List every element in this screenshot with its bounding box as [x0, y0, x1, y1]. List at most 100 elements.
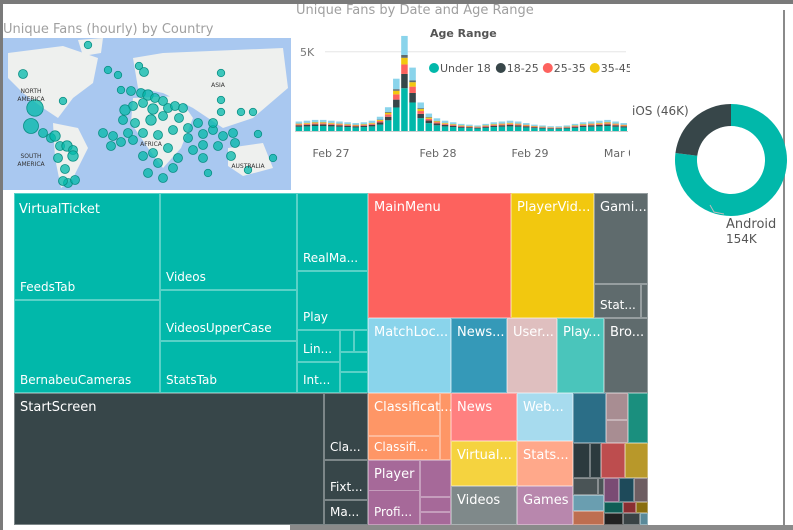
- treemap-cell[interactable]: [573, 511, 604, 525]
- bar-segment-under-18[interactable]: [352, 127, 359, 131]
- treemap-cell[interactable]: [604, 478, 619, 502]
- country-bubble[interactable]: [58, 96, 68, 106]
- bar-segment-25-35[interactable]: [328, 123, 335, 125]
- country-bubble[interactable]: [216, 107, 226, 117]
- country-bubble[interactable]: [198, 140, 208, 150]
- stacked-column-chart[interactable]: 5K Feb 27 Feb 28 Feb 29 Mar 01 Age Range Under…: [290, 20, 630, 170]
- treemap-cell[interactable]: Profi...: [368, 490, 420, 525]
- country-bubble[interactable]: [58, 176, 68, 186]
- country-bubble[interactable]: [158, 173, 168, 183]
- bar-segment-45-60[interactable]: [409, 80, 416, 83]
- bar-segment-under-18[interactable]: [490, 127, 498, 131]
- country-bubble[interactable]: [103, 65, 113, 75]
- bar-segment-over-60[interactable]: [368, 120, 376, 123]
- bar-segment-35-45[interactable]: [393, 90, 400, 95]
- bar-segment-18-25[interactable]: [547, 128, 554, 129]
- country-bubble[interactable]: [153, 158, 163, 168]
- bar-segment-45-60[interactable]: [401, 54, 408, 58]
- bar-segment-25-35[interactable]: [425, 118, 433, 121]
- treemap-cell[interactable]: Videos: [451, 486, 517, 525]
- country-bubble[interactable]: [119, 104, 131, 116]
- treemap-cell[interactable]: [619, 478, 634, 502]
- bar-segment-over-60[interactable]: [441, 120, 449, 123]
- country-bubble[interactable]: [183, 133, 193, 143]
- bar-segment-over-60[interactable]: [596, 120, 603, 123]
- bar-segment-18-25[interactable]: [344, 125, 351, 128]
- bar-segment-35-45[interactable]: [376, 119, 384, 122]
- bar-segment-over-60[interactable]: [579, 122, 587, 125]
- bar-segment-45-60[interactable]: [393, 89, 400, 91]
- country-bubble[interactable]: [147, 103, 159, 115]
- bar-segment-25-35[interactable]: [498, 124, 506, 126]
- treemap-cell[interactable]: [340, 330, 354, 352]
- treemap-cell[interactable]: [573, 495, 604, 511]
- country-bubble[interactable]: [113, 70, 123, 80]
- bar-segment-under-18[interactable]: [425, 123, 433, 131]
- bar-segment-35-45[interactable]: [433, 121, 441, 123]
- country-bubble[interactable]: [216, 95, 226, 105]
- bar-segment-25-35[interactable]: [409, 86, 416, 93]
- treemap-cell[interactable]: [636, 502, 648, 513]
- bar-segment-under-18[interactable]: [336, 126, 343, 131]
- country-bubble[interactable]: [60, 164, 70, 174]
- bar-segment-35-45[interactable]: [490, 124, 498, 125]
- bar-segment-25-35[interactable]: [336, 124, 343, 126]
- country-bubble[interactable]: [98, 128, 108, 138]
- bar-segment-over-60[interactable]: [425, 113, 433, 118]
- bar-segment-over-60[interactable]: [482, 123, 489, 126]
- bar-segment-35-45[interactable]: [328, 123, 335, 124]
- country-bubble[interactable]: [243, 165, 253, 175]
- treemap-cell[interactable]: Web...: [517, 393, 573, 441]
- bar-segment-under-18[interactable]: [547, 128, 554, 131]
- bar-segment-18-25[interactable]: [409, 92, 416, 103]
- bar-segment-25-35[interactable]: [482, 126, 489, 127]
- country-bubble[interactable]: [216, 68, 226, 78]
- bar-segment-under-18[interactable]: [563, 128, 571, 131]
- country-bubble[interactable]: [158, 111, 168, 121]
- country-bubble[interactable]: [67, 150, 79, 162]
- bar-segment-over-60[interactable]: [587, 121, 595, 124]
- bar-segment-25-35[interactable]: [490, 124, 498, 126]
- treemap-cell[interactable]: StartScreen: [14, 393, 324, 525]
- bar-segment-25-35[interactable]: [514, 124, 522, 126]
- treemap-cell[interactable]: [590, 443, 601, 478]
- bar-segment-over-60[interactable]: [417, 102, 424, 109]
- country-bubble[interactable]: [70, 175, 80, 185]
- bar-segment-45-60[interactable]: [417, 108, 424, 110]
- treemap-cell[interactable]: [420, 497, 451, 512]
- country-bubble[interactable]: [226, 151, 236, 161]
- bar-segment-over-60[interactable]: [604, 119, 611, 123]
- treemap-cell[interactable]: [440, 393, 451, 460]
- bar-segment-under-18[interactable]: [303, 126, 311, 131]
- bar-segment-over-60[interactable]: [384, 107, 392, 112]
- treemap-cell[interactable]: [340, 372, 368, 393]
- country-bubble[interactable]: [134, 61, 144, 71]
- treemap-cell[interactable]: VideosUpperCase: [160, 290, 297, 341]
- bar-segment-25-35[interactable]: [571, 126, 579, 127]
- country-bubble[interactable]: [145, 114, 157, 126]
- bar-segment-18-25[interactable]: [563, 127, 571, 129]
- treemap-cell[interactable]: Stats...: [517, 441, 573, 486]
- bar-segment-18-25[interactable]: [612, 125, 619, 127]
- bar-segment-35-45[interactable]: [311, 122, 319, 124]
- bar-segment-under-18[interactable]: [449, 127, 457, 131]
- treemap-cell[interactable]: [623, 513, 640, 525]
- bar-segment-18-25[interactable]: [384, 116, 392, 121]
- country-bubble[interactable]: [193, 118, 203, 128]
- treemap-cell[interactable]: Stat...: [594, 284, 641, 318]
- country-bubble[interactable]: [168, 163, 178, 173]
- bar-segment-18-25[interactable]: [401, 73, 408, 89]
- treemap-cell[interactable]: Gami...: [594, 193, 648, 284]
- bar-segment-18-25[interactable]: [620, 126, 627, 128]
- bar-segment-18-25[interactable]: [458, 126, 465, 128]
- country-bubble[interactable]: [148, 148, 158, 158]
- bar-segment-18-25[interactable]: [417, 113, 424, 119]
- bar-segment-18-25[interactable]: [303, 124, 311, 127]
- treemap-cell[interactable]: Play: [297, 271, 368, 330]
- treemap-cell[interactable]: [573, 478, 598, 495]
- bar-segment-over-60[interactable]: [612, 121, 619, 124]
- bar-segment-under-18[interactable]: [441, 126, 449, 131]
- country-bubble[interactable]: [53, 153, 63, 163]
- bar-segment-over-60[interactable]: [531, 124, 538, 126]
- country-bubble[interactable]: [138, 98, 148, 108]
